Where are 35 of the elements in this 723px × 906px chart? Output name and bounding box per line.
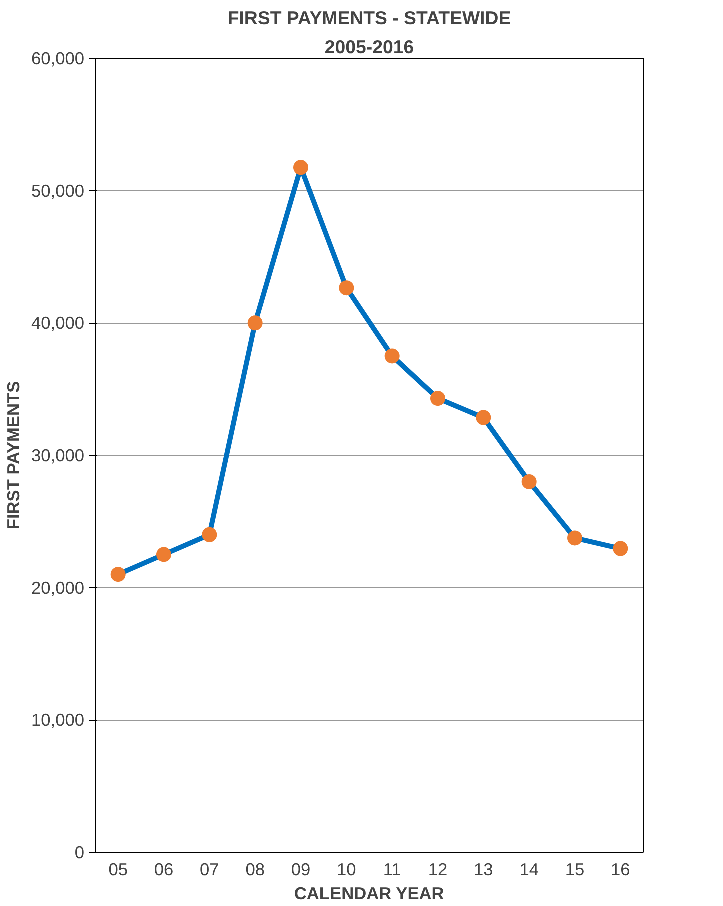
- x-tick-label: 16: [611, 860, 630, 880]
- point: [110, 567, 126, 582]
- point: [613, 541, 628, 556]
- x-tick-label: 06: [154, 860, 174, 880]
- x-tick-label: 11: [383, 860, 402, 880]
- x-tick-label: 12: [428, 860, 448, 880]
- point: [294, 160, 308, 176]
- x-axis-title: CALENDAR YEAR: [294, 884, 445, 904]
- x-tick-label: 13: [474, 860, 494, 880]
- point: [568, 530, 582, 546]
- point: [156, 547, 172, 562]
- x-tick-label: 05: [108, 860, 128, 880]
- x-tick-label: 14: [520, 860, 540, 880]
- point: [384, 348, 400, 364]
- point: [339, 280, 354, 296]
- point: [202, 527, 218, 542]
- x-tick-label: 08: [246, 860, 265, 880]
- point: [248, 316, 263, 331]
- x-tick-label: 07: [200, 860, 220, 880]
- y-tick-label: 50,000: [32, 180, 84, 201]
- y-tick-label: 20,000: [32, 578, 84, 598]
- y-tick-label: 30,000: [32, 446, 84, 466]
- y-tick-label: 60,000: [32, 48, 84, 68]
- chart-subtitle: 2005-2016: [324, 36, 414, 58]
- x-tick-label: 10: [337, 860, 356, 880]
- y-tick-label: 0: [74, 842, 85, 862]
- y-tick-label: 10,000: [32, 710, 84, 730]
- y-tick-label: 40,000: [32, 313, 84, 334]
- point: [430, 391, 446, 406]
- x-tick-label: 15: [565, 860, 585, 880]
- y-axis-title: FIRST PAYMENTS: [4, 381, 24, 530]
- chart-title: FIRST PAYMENTS - STATEWIDE: [228, 8, 512, 28]
- point: [476, 410, 492, 426]
- x-tick-label: 09: [291, 860, 311, 880]
- point: [522, 474, 537, 490]
